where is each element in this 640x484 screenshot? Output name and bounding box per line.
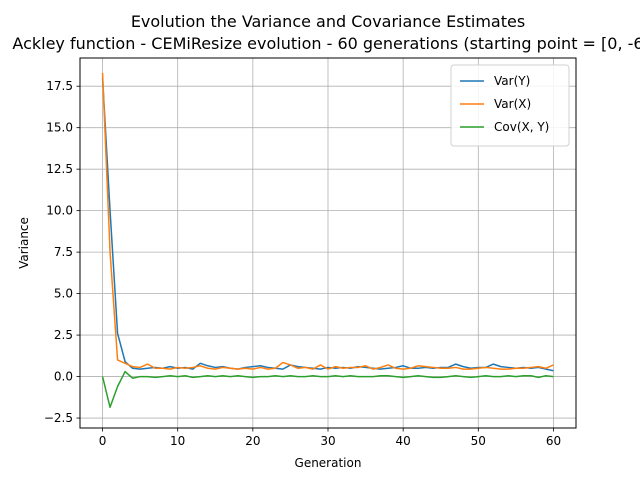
series-line-1 — [101, 77, 554, 372]
chart-subtitle: Ackley function - CEMiResize evolution -… — [12, 34, 640, 53]
x-tick-label: 50 — [471, 434, 486, 448]
y-tick-label: 10.0 — [46, 204, 73, 218]
y-tick-label: 2.5 — [54, 328, 73, 342]
y-tick-label: 0.0 — [54, 370, 73, 384]
y-tick-label: 17.5 — [46, 79, 73, 93]
legend-box — [450, 64, 570, 147]
x-tick-label: 20 — [245, 434, 260, 448]
y-tick-label: 7.5 — [54, 245, 73, 259]
series-line-2 — [101, 72, 554, 370]
x-tick-label: 30 — [320, 434, 335, 448]
y-tick-label: 12.5 — [46, 162, 73, 176]
plot-area — [101, 72, 554, 409]
x-axis: 0 10 20 30 40 50 60 — [99, 428, 561, 448]
legend: Var(Y) Var(X) Cov(X, Y) — [450, 64, 570, 147]
y-tick-label: 5.0 — [54, 287, 73, 301]
y-tick-label: 15.0 — [46, 121, 73, 135]
x-axis-label: Generation — [295, 456, 362, 470]
x-tick-label: 60 — [546, 434, 561, 448]
x-tick-label: 0 — [99, 434, 107, 448]
y-tick-label: −2.5 — [44, 411, 73, 425]
legend-label-3: Cov(X, Y) — [494, 120, 549, 134]
y-axis: −2.5 0.0 2.5 5.0 7.5 10.0 12.5 15.0 17.5 — [44, 79, 80, 425]
series-line-3 — [101, 370, 554, 409]
legend-label-1: Var(Y) — [494, 74, 530, 88]
legend-label-2: Var(X) — [494, 97, 531, 111]
x-tick-label: 40 — [396, 434, 411, 448]
x-tick-label: 10 — [170, 434, 185, 448]
chart-title: Evolution the Variance and Covariance Es… — [131, 12, 525, 31]
y-axis-label: Variance — [17, 217, 31, 269]
